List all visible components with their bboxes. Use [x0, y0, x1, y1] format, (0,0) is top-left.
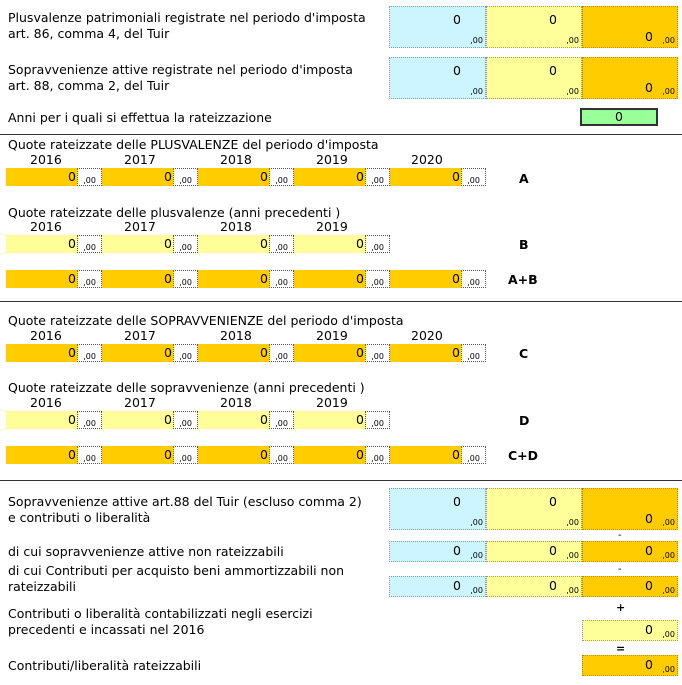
- quota-b-cell[interactable]: 0,00: [198, 235, 294, 253]
- contributi-precedenti-cell[interactable]: 0,00: [582, 620, 678, 641]
- contributi-rateizzabili-label: Contributi/liberalità rateizzabili: [8, 658, 202, 673]
- sopravvenienze-total-cell: 0,00: [582, 57, 678, 99]
- tag-b: B: [519, 237, 529, 252]
- quota-c-cell[interactable]: 0,00: [390, 344, 486, 362]
- quota-ab-cell: 0,00: [102, 270, 198, 288]
- quota-a-cell[interactable]: 0,00: [6, 168, 102, 186]
- sopravvenienze-cyan-cell[interactable]: 0,00: [389, 57, 486, 99]
- tag-d: D: [519, 413, 530, 428]
- quota-b-cell[interactable]: 0,00: [6, 235, 102, 253]
- contributi-ammortizzabili-yellow-cell[interactable]: 0,00: [486, 576, 582, 597]
- quota-a-cell[interactable]: 0,00: [294, 168, 390, 186]
- sopravvenienze-yellow-cell[interactable]: 0,00: [486, 57, 582, 99]
- plusvalenze-cyan-cell[interactable]: 0,00: [389, 6, 486, 48]
- quota-b-cell[interactable]: 0,00: [294, 235, 390, 253]
- quota-ab-cell: 0,00: [6, 270, 102, 288]
- contributi-precedenti-label: Contributi o liberalità contabilizzati n…: [8, 606, 313, 637]
- quota-ab-cell: 0,00: [390, 270, 486, 288]
- year-label: 2018: [220, 152, 252, 167]
- quota-a-cell[interactable]: 0,00: [102, 168, 198, 186]
- minus-sign: -: [618, 530, 622, 541]
- tag-cd: C+D: [508, 448, 539, 463]
- quote-sopravvenienze-prec-label: Quote rateizzate delle sopravvenienze (a…: [8, 380, 365, 395]
- minus-sign: -: [618, 564, 622, 575]
- contributi-ammortizzabili-total-cell: 0,00: [582, 576, 678, 597]
- equals-sign: =: [616, 642, 626, 655]
- year-label: 2020: [411, 152, 443, 167]
- sopravvenienze-88-yellow-cell[interactable]: 0,00: [486, 488, 582, 530]
- year-label: 2017: [124, 395, 156, 410]
- plusvalenze-yellow-cell[interactable]: 0,00: [486, 6, 582, 48]
- non-rateizzabili-label: di cui sopravvenienze attive non rateizz…: [8, 544, 284, 559]
- quota-cd-cell: 0,00: [6, 446, 102, 464]
- contributi-ammortizzabili-cyan-cell[interactable]: 0,00: [389, 576, 486, 597]
- quota-c-cell[interactable]: 0,00: [198, 344, 294, 362]
- sopravvenienze-88-label: Sopravvenienze attive art.88 del Tuir (e…: [8, 494, 362, 525]
- plusvalenze-label: Plusvalenze patrimoniali registrate nel …: [8, 10, 366, 41]
- sopravvenienze-88-total-cell: 0,00: [582, 488, 678, 530]
- quota-b-cell[interactable]: 0,00: [102, 235, 198, 253]
- tag-ab: A+B: [508, 272, 538, 287]
- year-label: 2017: [124, 219, 156, 234]
- quota-d-cell[interactable]: 0,00: [102, 411, 198, 429]
- quota-cd-cell: 0,00: [102, 446, 198, 464]
- non-rateizzabili-total-cell: 0,00: [582, 541, 678, 562]
- quota-d-cell[interactable]: 0,00: [6, 411, 102, 429]
- non-rateizzabili-yellow-cell[interactable]: 0,00: [486, 541, 582, 562]
- year-label: 2018: [220, 219, 252, 234]
- quota-c-cell[interactable]: 0,00: [6, 344, 102, 362]
- divider: [0, 134, 682, 135]
- year-label: 2016: [30, 328, 62, 343]
- tag-a: A: [519, 171, 529, 186]
- year-label: 2018: [220, 395, 252, 410]
- year-label: 2019: [316, 152, 348, 167]
- year-label: 2017: [124, 328, 156, 343]
- divider: [0, 301, 682, 302]
- quota-d-cell[interactable]: 0,00: [198, 411, 294, 429]
- contributi-rateizzabili-cell: 0,00: [582, 655, 678, 676]
- contributi-ammortizzabili-label: di cui Contributi per acquisto beni ammo…: [8, 563, 345, 594]
- divider: [0, 480, 682, 481]
- year-label: 2019: [316, 395, 348, 410]
- year-label: 2016: [30, 395, 62, 410]
- non-rateizzabili-cyan-cell[interactable]: 0,00: [389, 541, 486, 562]
- quota-d-cell[interactable]: 0,00: [294, 411, 390, 429]
- plusvalenze-total-cell: 0,00: [582, 6, 678, 48]
- quota-a-cell[interactable]: 0,00: [198, 168, 294, 186]
- year-label: 2018: [220, 328, 252, 343]
- year-label: 2019: [316, 328, 348, 343]
- year-label: 2020: [411, 328, 443, 343]
- quote-sopravvenienze-label: Quote rateizzate delle SOPRAVVENIENZE de…: [8, 313, 404, 328]
- sopravvenienze-label: Sopravvenienze attive registrate nel per…: [8, 62, 353, 93]
- year-label: 2017: [124, 152, 156, 167]
- quota-cd-cell: 0,00: [390, 446, 486, 464]
- year-label: 2016: [30, 152, 62, 167]
- quota-a-cell[interactable]: 0,00: [390, 168, 486, 186]
- anni-label: Anni per i quali si effettua la rateizza…: [8, 110, 272, 125]
- quote-plusvalenze-label: Quote rateizzate delle PLUSVALENZE del p…: [8, 137, 379, 152]
- tag-c: C: [519, 346, 529, 361]
- quota-cd-cell: 0,00: [294, 446, 390, 464]
- quota-ab-cell: 0,00: [198, 270, 294, 288]
- year-label: 2019: [316, 219, 348, 234]
- quota-c-cell[interactable]: 0,00: [102, 344, 198, 362]
- quote-plusvalenze-prec-label: Quote rateizzate delle plusvalenze (anni…: [8, 205, 341, 220]
- anni-input[interactable]: 0: [580, 108, 658, 126]
- quota-cd-cell: 0,00: [198, 446, 294, 464]
- sopravvenienze-88-cyan-cell[interactable]: 0,00: [389, 488, 486, 530]
- quota-ab-cell: 0,00: [294, 270, 390, 288]
- year-label: 2016: [30, 219, 62, 234]
- quota-c-cell[interactable]: 0,00: [294, 344, 390, 362]
- plus-sign: +: [616, 601, 626, 614]
